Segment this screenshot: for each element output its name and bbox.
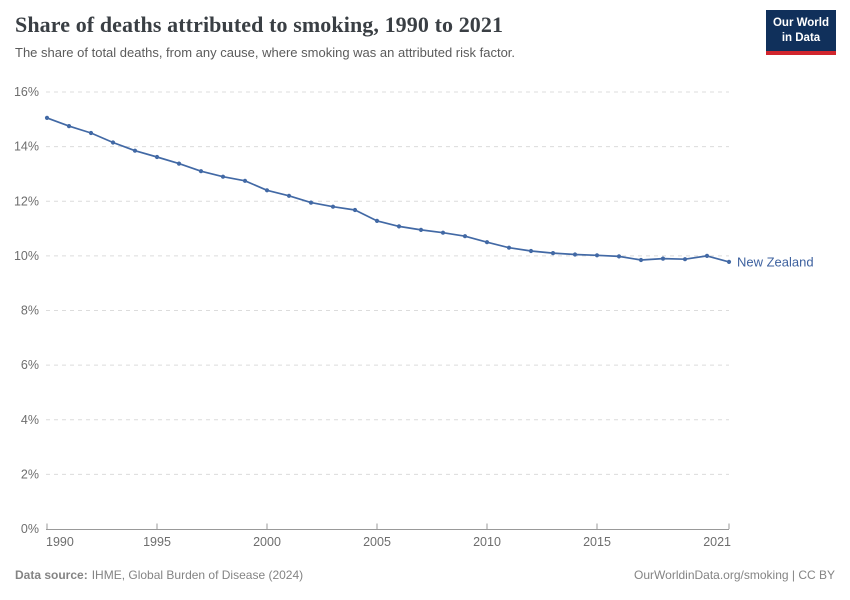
data-point (396, 224, 402, 229)
data-point (132, 148, 138, 153)
x-tick-label: 2000 (253, 535, 281, 549)
data-point (88, 130, 94, 136)
y-tick-label: 0% (21, 522, 39, 536)
data-point (242, 178, 248, 183)
plot-area: 0% 2% 4% 6% 8% 10% 12% 14% 16% 1990 1995 2000 2005 20… (0, 83, 850, 558)
data-point (506, 245, 512, 250)
data-point (286, 193, 292, 198)
credit-note: OurWorldinData.org/smoking | CC BY (634, 568, 835, 582)
trend-line (46, 117, 730, 263)
data-point (660, 256, 666, 261)
data-point (682, 257, 688, 262)
series-label: New Zealand (737, 254, 814, 269)
chart-title: Share of deaths attributed to smoking, 1… (15, 12, 504, 37)
data-point (44, 115, 50, 120)
x-tick-label: 1990 (46, 535, 74, 549)
data-point (704, 253, 710, 258)
y-tick-label: 12% (14, 194, 39, 208)
owid-logo-line2: in Data (781, 31, 821, 44)
x-tick-label: 2015 (583, 535, 611, 549)
data-point (726, 259, 732, 264)
data-point (550, 251, 556, 256)
data-point (462, 234, 468, 239)
x-tick-label: 2005 (363, 535, 391, 549)
data-point (484, 240, 490, 245)
chart-header: Share of deaths attributed to smoking, 1… (15, 12, 755, 62)
data-point (528, 248, 534, 254)
x-tick-label: 1995 (143, 535, 171, 549)
data-point (110, 140, 116, 145)
y-tick-label: 14% (14, 140, 39, 154)
data-point (374, 218, 380, 223)
data-source-text: IHME, Global Burden of Disease (2024) (91, 568, 304, 582)
data-point (154, 154, 160, 160)
owid-logo-line1: Our World (772, 17, 829, 29)
data-point (440, 230, 446, 235)
y-tick-label: 8% (21, 304, 39, 318)
y-tick-label: 10% (14, 249, 39, 263)
chart-subtitle: The share of total deaths, from any caus… (15, 45, 516, 61)
data-point (198, 169, 204, 174)
x-tick-label: 2010 (473, 535, 501, 549)
data-point (66, 124, 72, 129)
data-point (176, 161, 182, 166)
data-point (594, 253, 600, 258)
owid-logo: Our World in Data (766, 10, 836, 55)
data-point (418, 227, 424, 232)
data-point (616, 254, 622, 259)
x-tick-label: 2021 (703, 535, 731, 549)
data-source-label: Data source: (15, 568, 88, 582)
line-chart-canvas: 0% 2% 4% 6% 8% 10% 12% 14% 16% 1990 1995 2000 2005 20… (14, 85, 814, 549)
data-point (220, 174, 226, 179)
y-tick-label: 16% (14, 85, 39, 99)
data-source-note: Data source: IHME, Global Burden of Disea… (15, 568, 303, 582)
data-point (638, 257, 644, 263)
y-tick-label: 6% (21, 358, 39, 372)
data-point (264, 188, 270, 193)
data-point (308, 200, 314, 205)
y-tick-label: 2% (21, 467, 39, 481)
data-point (572, 252, 578, 257)
data-point (330, 204, 336, 209)
chart-footer: Data source: IHME, Global Burden of Disea… (15, 568, 835, 582)
y-tick-label: 4% (21, 413, 39, 427)
data-point (352, 207, 358, 213)
